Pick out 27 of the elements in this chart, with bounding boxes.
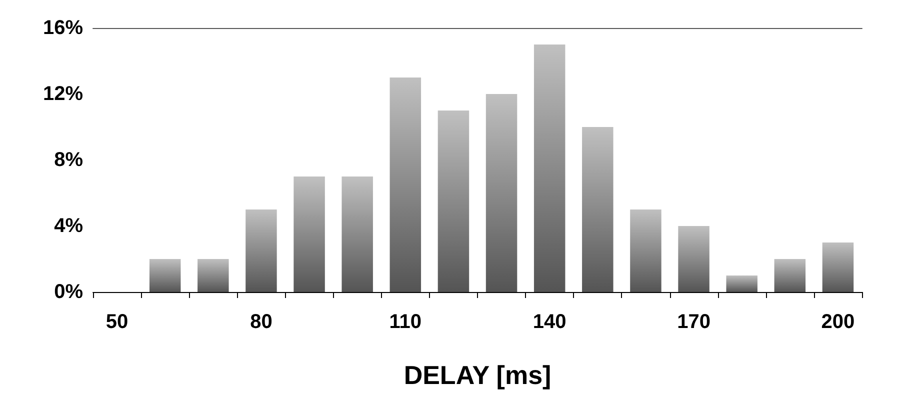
bar [582, 127, 614, 292]
x-tick-label: 80 [250, 311, 272, 333]
bar [486, 94, 518, 292]
y-tick-label: 16% [42, 17, 84, 39]
bar [678, 226, 710, 292]
bar [534, 44, 566, 292]
bar [774, 259, 806, 292]
bar [246, 210, 277, 292]
x-tick-label: 170 [677, 311, 710, 333]
bar [630, 210, 662, 292]
y-tick-label: 0% [54, 281, 84, 303]
y-tick-label: 4% [54, 215, 84, 237]
x-tick-label: 200 [821, 311, 855, 333]
y-tick-label: 12% [42, 83, 84, 105]
x-axis-title: DELAY [ms] [404, 360, 552, 390]
bar [294, 176, 325, 292]
bar [149, 259, 181, 292]
x-tick-label: 140 [532, 311, 566, 333]
x-tick-label: 110 [389, 311, 422, 333]
y-tick-label: 8% [54, 149, 84, 171]
bar [822, 242, 854, 292]
bar [726, 276, 758, 292]
bar [198, 259, 229, 292]
bar [438, 110, 470, 292]
bar [390, 78, 422, 292]
x-tick-label: 50 [106, 311, 128, 333]
bar [342, 176, 373, 292]
